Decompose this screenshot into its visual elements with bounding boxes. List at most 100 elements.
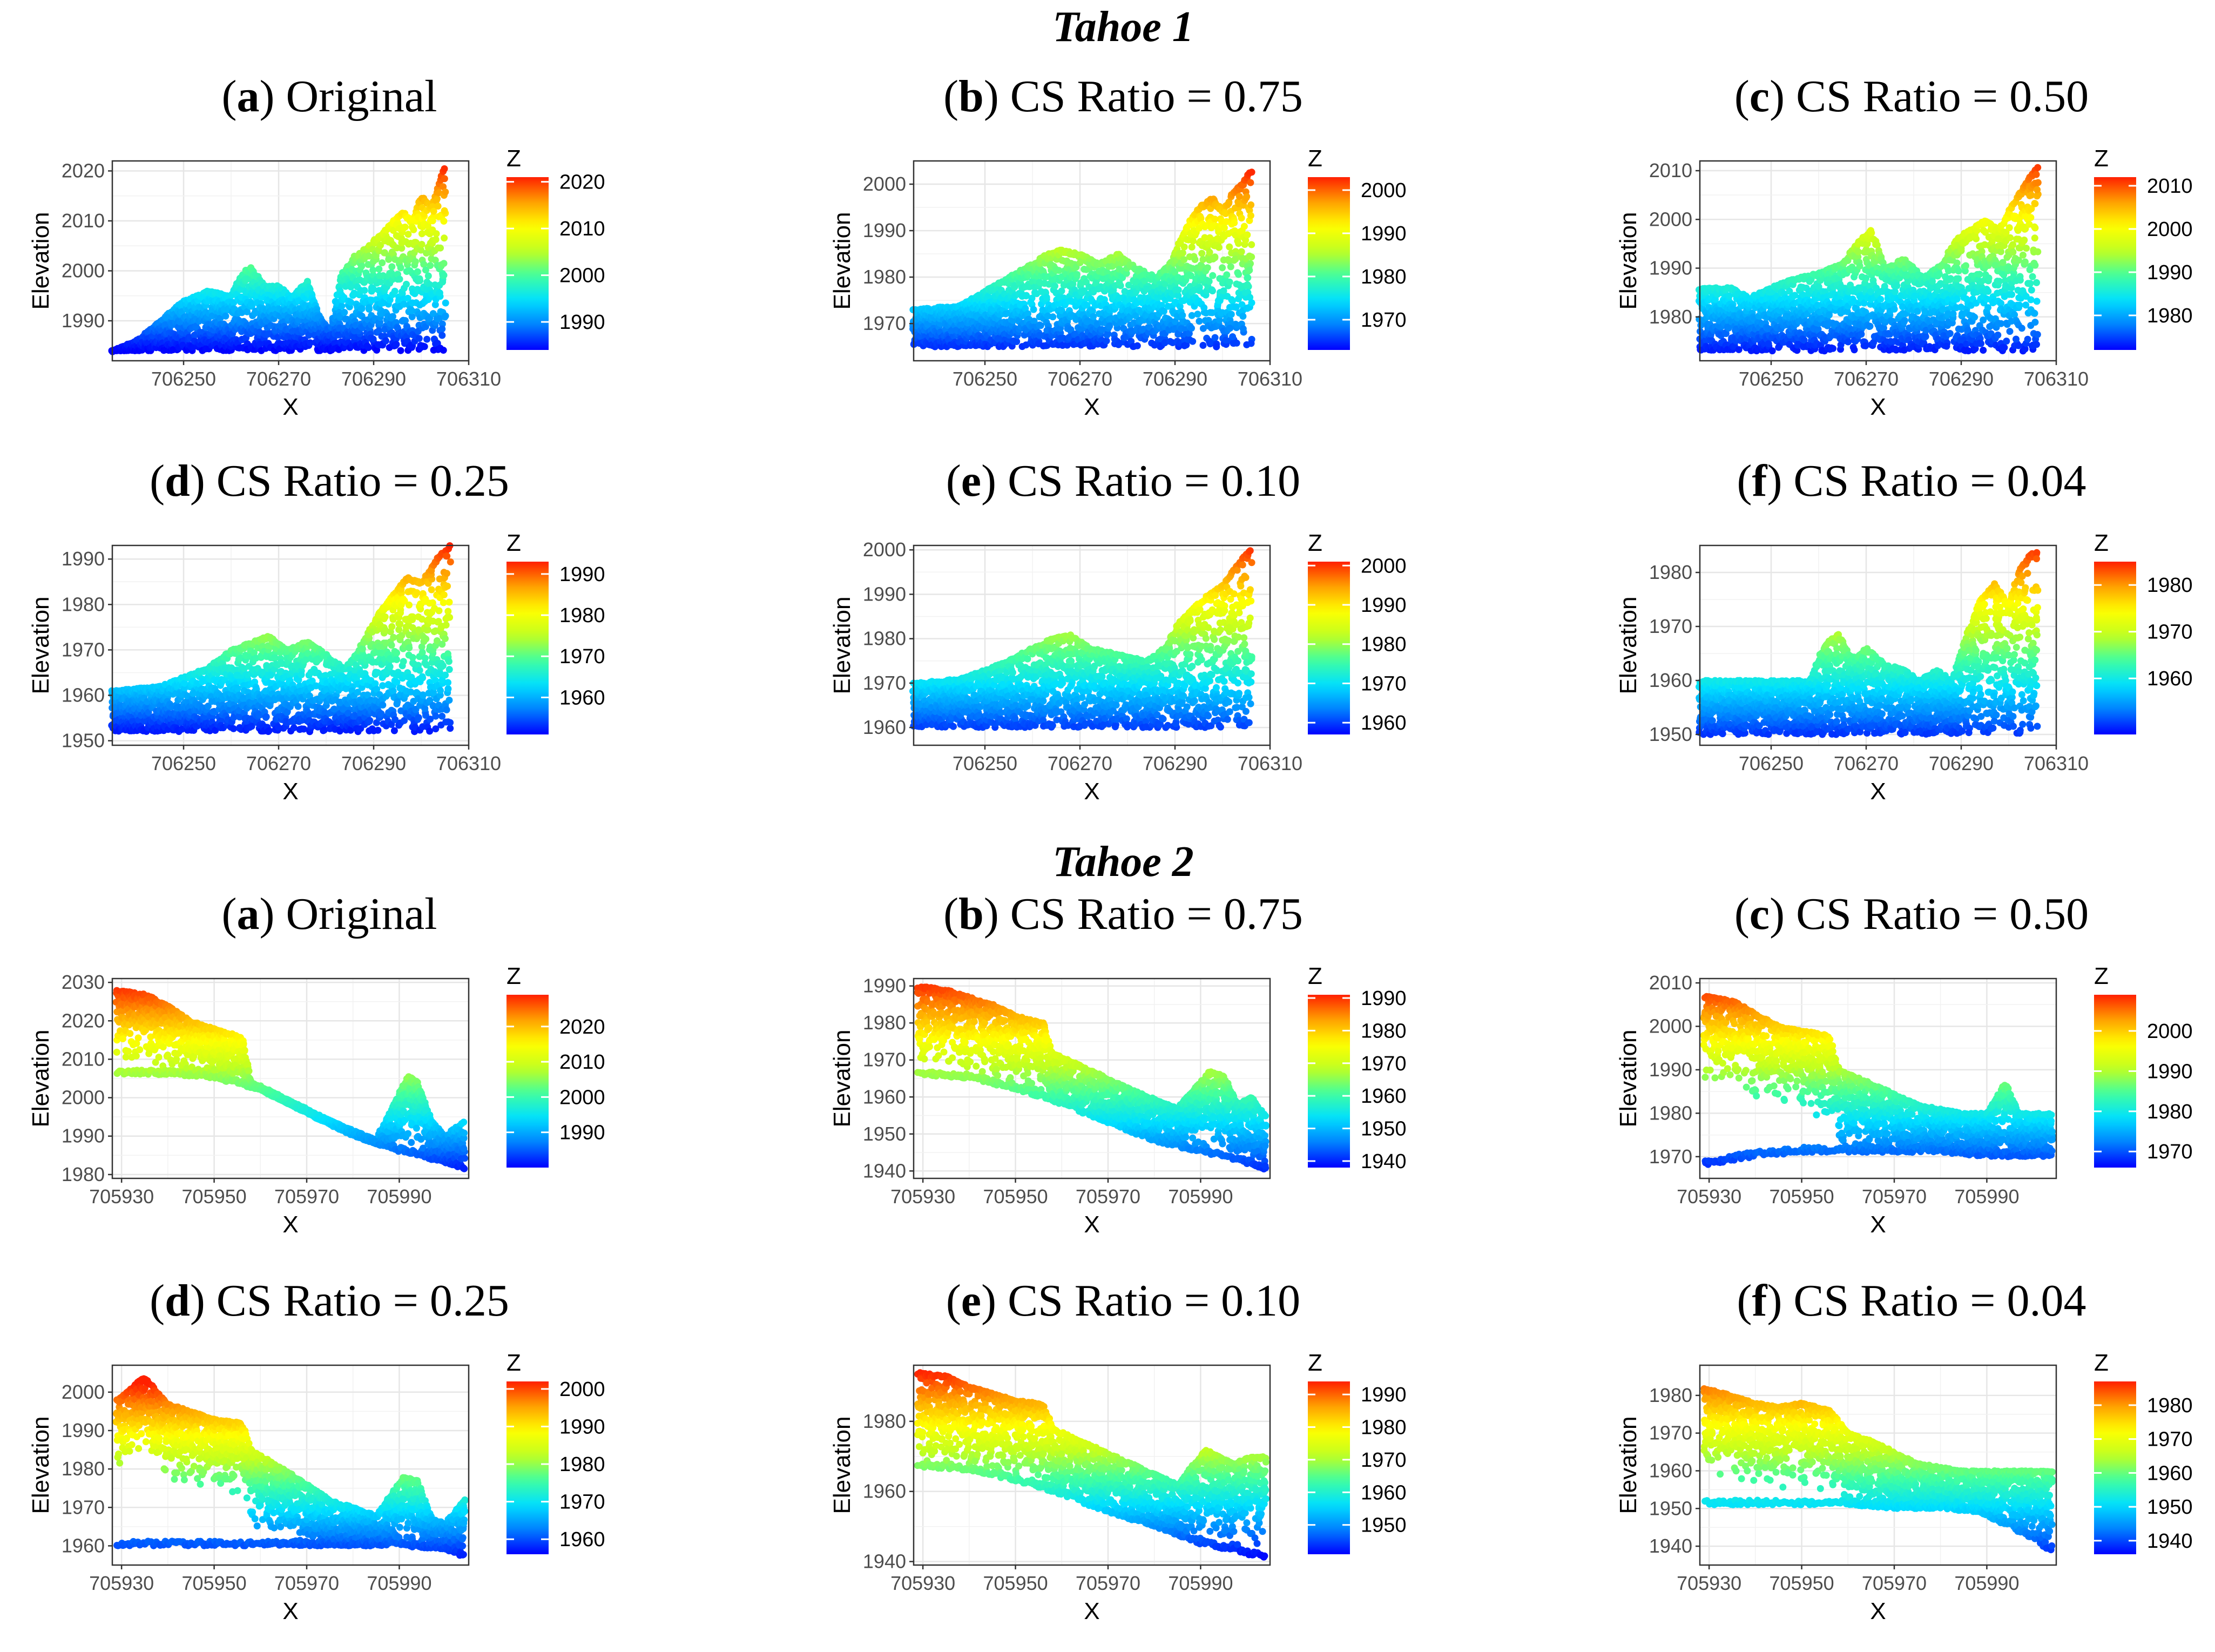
section-title-tahoe-1: Tahoe 1 — [1052, 3, 1194, 51]
data-point — [1199, 342, 1207, 349]
data-point — [1248, 253, 1255, 261]
data-point — [1242, 194, 1250, 201]
data-point — [416, 275, 423, 282]
data-point — [1248, 241, 1255, 248]
x-tick-label: 706250 — [953, 368, 1017, 390]
data-point — [1133, 342, 1141, 349]
data-point — [423, 335, 431, 343]
colorbar-tick-label: 2000 — [1361, 179, 1407, 202]
data-point — [1233, 339, 1240, 347]
data-point — [1768, 347, 1776, 355]
data-point — [441, 234, 448, 242]
data-point — [1765, 340, 1772, 347]
data-point — [408, 313, 416, 320]
data-point — [393, 341, 400, 348]
data-point — [1174, 286, 1182, 294]
data-point — [424, 272, 432, 280]
data-point — [382, 337, 389, 345]
point-cloud — [108, 165, 449, 355]
data-point — [438, 332, 446, 339]
colorbar-tick-label: 2000 — [559, 265, 605, 287]
data-point — [1204, 264, 1211, 272]
data-point — [396, 275, 403, 283]
data-point — [411, 258, 419, 265]
data-point — [1248, 168, 1255, 176]
panel-t1-b: (b) CS Ratio = 0.75197019801990200070625… — [829, 71, 1407, 420]
data-point — [1188, 325, 1195, 332]
data-point — [1247, 201, 1255, 208]
panel-title: (c) CS Ratio = 0.50 — [1734, 71, 2089, 122]
data-point — [421, 343, 428, 350]
data-point — [1244, 231, 1251, 239]
data-point — [363, 342, 371, 350]
y-tick-label: 1970 — [863, 312, 906, 334]
colorbar-tick-label: 2010 — [559, 218, 605, 240]
data-point — [429, 217, 436, 225]
data-point — [414, 268, 421, 275]
data-point — [1725, 292, 1733, 300]
data-point — [441, 207, 448, 214]
data-point — [1215, 244, 1223, 251]
data-point — [432, 236, 440, 243]
data-point — [1191, 256, 1199, 263]
y-tick-label: 1990 — [62, 309, 105, 332]
data-point — [1106, 322, 1113, 329]
data-point — [1226, 243, 1233, 251]
panel-title-open: ( — [1734, 71, 1750, 122]
y-tick-label: 2000 — [62, 260, 105, 282]
data-point — [439, 272, 447, 279]
data-point — [1228, 296, 1235, 304]
x-tick-label: 706270 — [1048, 368, 1112, 390]
panel-t1-c: (c) CS Ratio = 0.50198019902000201070625… — [1615, 71, 2193, 420]
data-point — [427, 262, 434, 269]
data-point — [397, 347, 404, 354]
data-point — [1030, 306, 1037, 313]
x-tick-label: 706290 — [341, 368, 406, 390]
data-point — [369, 335, 377, 343]
data-point — [1211, 254, 1219, 261]
data-point — [434, 203, 442, 210]
x-tick-label: 706270 — [246, 368, 311, 390]
data-point — [365, 304, 373, 312]
x-tick-label: 706290 — [1143, 368, 1207, 390]
data-point — [1219, 264, 1226, 272]
panel-letter: a — [237, 71, 260, 122]
y-axis-label: Elevation — [28, 212, 54, 309]
colorbar-tick-label: 1970 — [1361, 309, 1407, 332]
panel-title-open: ( — [222, 71, 237, 122]
data-point — [440, 260, 448, 267]
data-point — [1239, 313, 1247, 320]
x-axis-label: X — [282, 394, 298, 420]
colorbar — [1308, 177, 1350, 350]
data-point — [1246, 266, 1253, 274]
data-point — [1013, 338, 1021, 345]
data-point — [1226, 278, 1233, 286]
panel-title-text: ) Original — [260, 71, 437, 122]
data-point — [436, 289, 443, 296]
data-point — [379, 259, 386, 267]
data-point — [401, 224, 409, 231]
data-point — [403, 280, 410, 288]
data-point — [1247, 179, 1254, 186]
data-point — [1211, 334, 1219, 341]
panel-letter: b — [958, 71, 984, 122]
y-axis-label: Elevation — [829, 212, 855, 309]
data-point — [438, 325, 446, 333]
data-point — [1224, 256, 1232, 264]
data-point — [192, 322, 200, 330]
data-point — [1179, 249, 1186, 257]
data-point — [1196, 318, 1203, 325]
data-point — [442, 299, 449, 307]
data-point — [442, 188, 449, 195]
data-point — [1247, 340, 1255, 347]
y-tick-label: 1990 — [863, 219, 906, 241]
data-point — [1244, 281, 1251, 288]
data-point — [1073, 271, 1081, 278]
y-tick-label: 2020 — [62, 160, 105, 182]
x-tick-label: 706310 — [1238, 368, 1302, 390]
data-point — [358, 262, 366, 270]
data-point — [389, 313, 396, 320]
data-point — [1051, 282, 1058, 290]
data-point — [1194, 311, 1201, 318]
